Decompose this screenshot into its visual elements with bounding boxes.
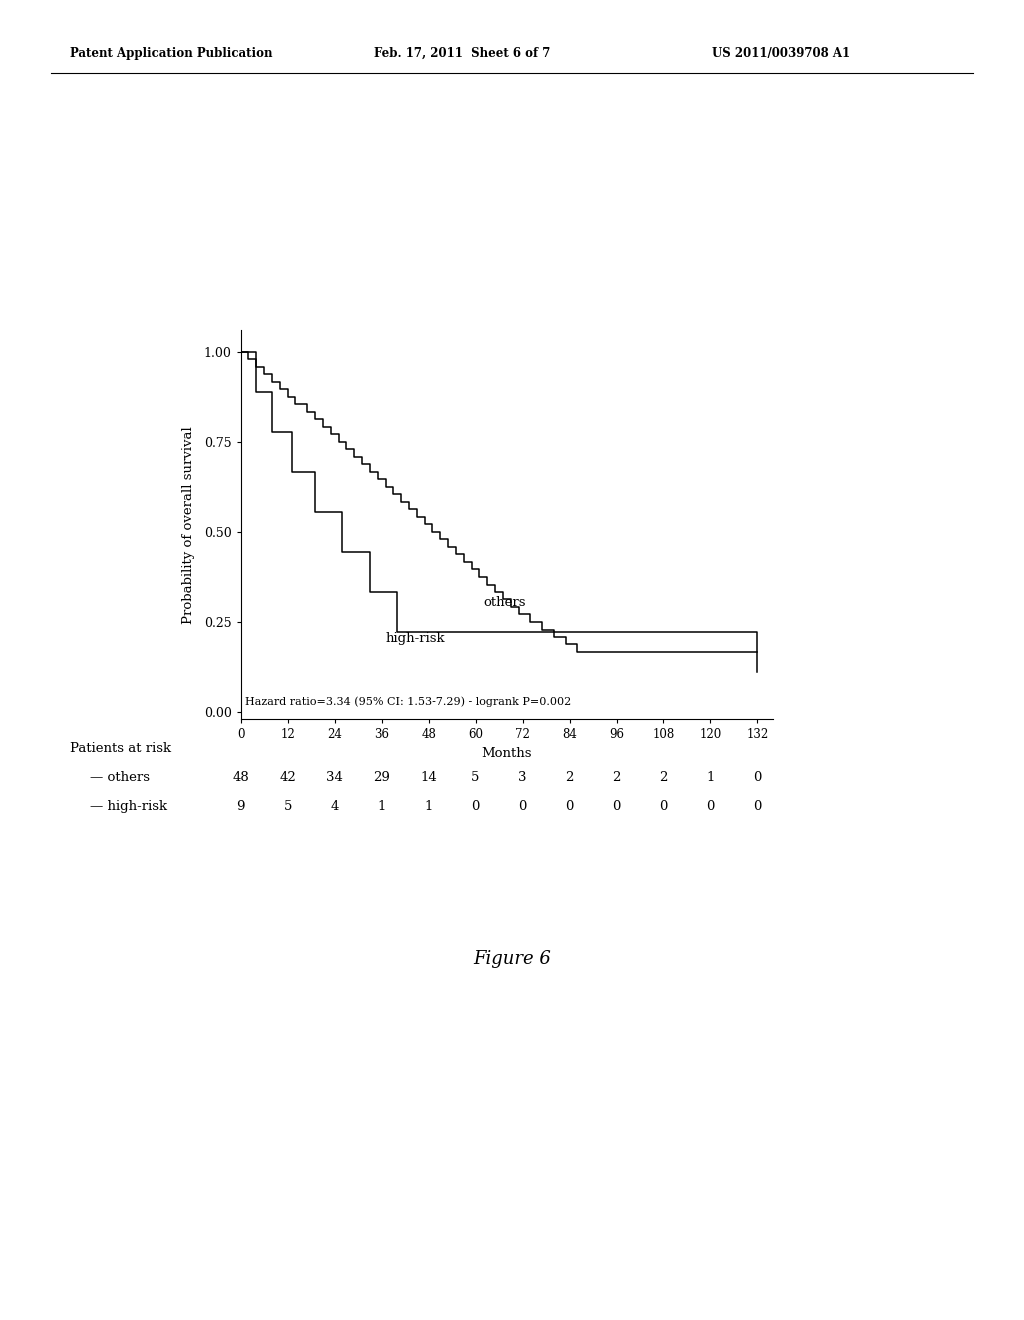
- Y-axis label: Probability of overall survival: Probability of overall survival: [182, 426, 196, 623]
- Text: 1: 1: [707, 771, 715, 784]
- Text: Figure 6: Figure 6: [473, 949, 551, 968]
- Text: 5: 5: [471, 771, 480, 784]
- Text: 2: 2: [565, 771, 573, 784]
- Text: Feb. 17, 2011  Sheet 6 of 7: Feb. 17, 2011 Sheet 6 of 7: [374, 46, 550, 59]
- Text: 1: 1: [424, 800, 433, 813]
- Text: 0: 0: [659, 800, 668, 813]
- Text: 0: 0: [754, 800, 762, 813]
- Text: 34: 34: [327, 771, 343, 784]
- Text: 0: 0: [471, 800, 480, 813]
- Text: 0: 0: [754, 771, 762, 784]
- Text: 0: 0: [565, 800, 573, 813]
- Text: US 2011/0039708 A1: US 2011/0039708 A1: [712, 46, 850, 59]
- Text: Patent Application Publication: Patent Application Publication: [70, 46, 272, 59]
- Text: high-risk: high-risk: [385, 632, 445, 645]
- Text: 0: 0: [518, 800, 526, 813]
- Text: 0: 0: [707, 800, 715, 813]
- Text: Patients at risk: Patients at risk: [70, 742, 171, 755]
- Text: 2: 2: [612, 771, 621, 784]
- Text: — others: — others: [90, 771, 151, 784]
- Text: 42: 42: [280, 771, 296, 784]
- Text: 2: 2: [659, 771, 668, 784]
- Text: 0: 0: [612, 800, 621, 813]
- Text: 4: 4: [331, 800, 339, 813]
- X-axis label: Months: Months: [481, 747, 532, 760]
- Text: — high-risk: — high-risk: [90, 800, 167, 813]
- Text: others: others: [483, 595, 526, 609]
- Text: 48: 48: [232, 771, 249, 784]
- Text: 29: 29: [373, 771, 390, 784]
- Text: 1: 1: [378, 800, 386, 813]
- Text: 3: 3: [518, 771, 526, 784]
- Text: Hazard ratio=3.34 (95% CI: 1.53-7.29) - logrank P=0.002: Hazard ratio=3.34 (95% CI: 1.53-7.29) - …: [245, 696, 570, 706]
- Text: 5: 5: [284, 800, 292, 813]
- Text: 14: 14: [420, 771, 437, 784]
- Text: 9: 9: [237, 800, 245, 813]
